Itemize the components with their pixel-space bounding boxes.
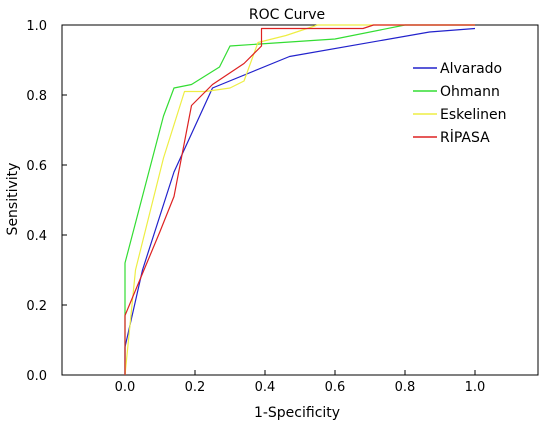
y-tick-label: 0.0: [26, 369, 47, 384]
y-tick-label: 0.6: [26, 159, 47, 174]
legend-label-eskelinen: Eskelinen: [440, 107, 507, 123]
x-tick-label: 1.0: [465, 380, 486, 395]
chart-axes: 0.0 0.2 0.4 0.6 0.8 1.0 0.0 0.2 0.4 0.6 0.8 1.0: [26, 19, 539, 395]
legend-label-alvarado: Alvarado: [440, 61, 502, 77]
series-line-alvarado: [124, 27, 476, 375]
series-line-ri-pasa: [124, 24, 475, 375]
y-tick-label: 1.0: [26, 19, 47, 34]
x-tick-label: 0.6: [325, 380, 346, 395]
plot-frame: [61, 24, 539, 376]
y-tick-label: 0.8: [26, 89, 47, 104]
x-tick-label: 0.2: [185, 380, 206, 395]
chart-series: [124, 24, 476, 376]
x-tick-label: 0.8: [395, 380, 416, 395]
y-tick-label: 0.2: [26, 299, 47, 314]
chart-title: ROC Curve: [249, 7, 325, 23]
y-tick-label: 0.4: [26, 229, 47, 244]
legend-label-ri-pasa: RİPASA: [440, 128, 490, 146]
x-axis-label: 1-Specificity: [254, 405, 340, 421]
y-axis-label: Sensitivity: [5, 163, 21, 236]
chart-legend: Alvarado Ohmann Eskelinen RİPASA: [413, 61, 507, 146]
legend-label-ohmann: Ohmann: [440, 84, 500, 100]
series-line-eskelinen: [124, 24, 475, 376]
x-tick-label: 0.4: [255, 380, 276, 395]
series-line-ohmann: [124, 24, 475, 375]
x-tick-label: 0.0: [115, 380, 136, 395]
